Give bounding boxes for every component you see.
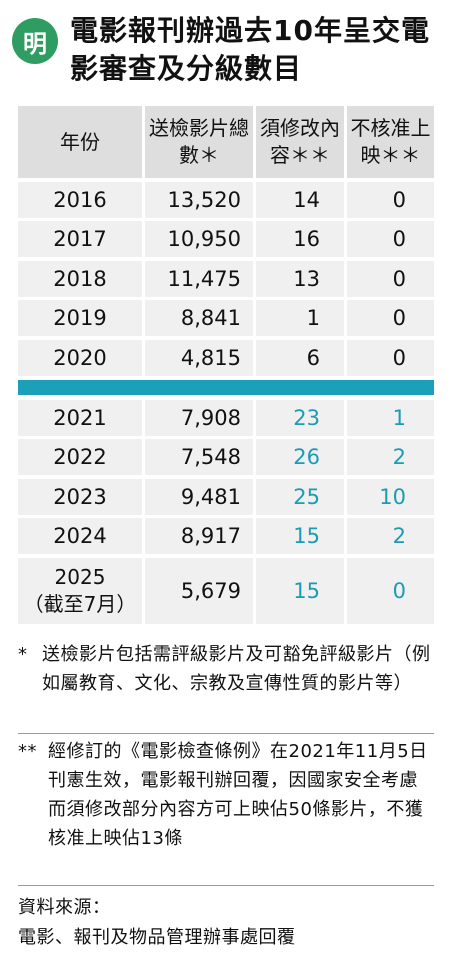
divider-line [18,733,434,734]
rejected-cell: 0 [347,260,434,297]
total-cell: 10,950 [145,221,253,257]
note-1-text: 送檢影片包括需評級影片及可豁免評級影片（例如屬教育、文化、宗教及宣傳性質的影片等… [42,644,431,694]
source-text: 電影、報刊及物品管理辦事處回覆 [18,927,296,948]
year-cell: 2021 [18,399,142,436]
rejected-cell: 0 [347,181,434,218]
year-cell: 2025 （截至7月） [18,557,142,624]
rejected-cell: 1 [347,399,434,436]
note-2-text: 經修訂的《電影檢查條例》在2021年11月5日刊憲生效，電影報刊辦回覆，因國家安… [48,741,428,849]
column-header: 不核准上映＊＊ [347,106,434,178]
table-row: 2019 8,841 1 0 [18,300,434,336]
modified-cell: 1 [256,300,344,336]
divider-line [18,885,434,886]
table-header-row: 年份 送檢影片總數＊ 須修改內容＊＊ 不核准上映＊＊ [18,106,434,178]
note-1-mark: * [18,644,28,665]
total-cell: 7,548 [145,439,253,475]
total-cell: 8,841 [145,300,253,336]
modified-cell: 15 [256,557,344,624]
table-row: 2024 8,917 15 2 [18,518,434,554]
modified-cell: 15 [256,518,344,554]
rejected-cell: 10 [347,478,434,515]
modified-cell: 26 [256,439,344,475]
year-note: （截至7月） [23,591,137,616]
rejected-cell: 0 [347,339,434,376]
column-header: 須修改內容＊＊ [256,106,344,178]
rejected-cell: 0 [347,557,434,624]
source-label: 資料來源： [18,897,111,918]
total-cell: 8,917 [145,518,253,554]
year-cell: 2018 [18,260,142,297]
modified-cell: 6 [256,339,344,376]
header: 明 電影報刊辦過去10年呈交電影審查及分級數目 [0,0,450,100]
total-cell: 9,481 [145,478,253,515]
modified-cell: 14 [256,181,344,218]
table-row: 2017 10,950 16 0 [18,221,434,257]
table-row: 2016 13,520 14 0 [18,181,434,218]
table-row: 2018 11,475 13 0 [18,260,434,297]
year-label: 2019 [53,306,107,330]
note-2-mark: ** [18,741,37,762]
year-label: 2016 [53,187,107,212]
ming-pao-logo: 明 [12,18,58,64]
year-label: 2022 [53,445,107,469]
table-row: 2022 7,548 26 2 [18,439,434,475]
table-row: 2023 9,481 25 10 [18,478,434,515]
column-header: 送檢影片總數＊ [145,106,253,178]
total-cell: 13,520 [145,181,253,218]
amendment-divider [18,379,434,395]
year-label: 2023 [53,484,107,509]
total-cell: 4,815 [145,339,253,376]
page-title: 電影報刊辦過去10年呈交電影審查及分級數目 [70,14,430,85]
table-row: 2025 （截至7月） 5,679 15 0 [18,557,434,624]
table-row: 2021 7,908 23 1 [18,399,434,436]
modified-cell: 13 [256,260,344,297]
year-cell: 2019 [18,300,142,336]
rows-after-2021: 2021 7,908 23 1 2022 7,548 26 2 2023 9,481 25 10 202… [18,399,434,624]
year-cell: 2024 [18,518,142,554]
rejected-cell: 2 [347,439,434,475]
rejected-cell: 0 [347,300,434,336]
table-row: 2020 4,815 6 0 [18,339,434,376]
year-cell: 2023 [18,478,142,515]
rejected-cell: 2 [347,518,434,554]
rejected-cell: 0 [347,221,434,257]
year-label: 2024 [53,524,107,548]
year-label: 2020 [53,345,107,370]
year-cell: 2016 [18,181,142,218]
column-header: 年份 [18,106,142,178]
modified-cell: 25 [256,478,344,515]
total-cell: 5,679 [145,557,253,624]
rows-before-2021: 2016 13,520 14 0 2017 10,950 16 0 2018 11,475 13 0 2… [18,181,434,376]
year-cell: 2020 [18,339,142,376]
year-label: 2017 [53,227,107,251]
year-label: 2025 [54,564,106,589]
data-table: 年份 送檢影片總數＊ 須修改內容＊＊ 不核准上映＊＊ 2016 13,520 14 0… [18,106,434,627]
year-cell: 2022 [18,439,142,475]
year-label: 2021 [53,405,107,430]
year-cell: 2017 [18,221,142,257]
total-cell: 7,908 [145,399,253,436]
modified-cell: 16 [256,221,344,257]
modified-cell: 23 [256,399,344,436]
total-cell: 11,475 [145,260,253,297]
year-label: 2018 [53,266,107,291]
